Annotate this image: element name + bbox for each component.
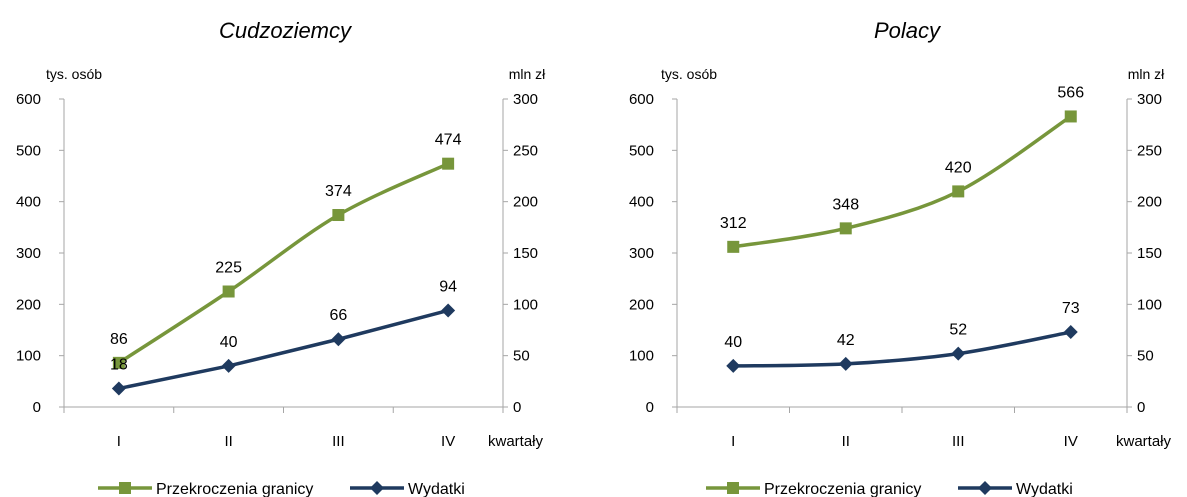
y-axis-left-label: tys. osób bbox=[46, 66, 102, 82]
data-point-square bbox=[952, 185, 965, 198]
data-point-square bbox=[222, 285, 235, 298]
y-left-tick-label: 0 bbox=[33, 399, 41, 416]
data-point-diamond bbox=[111, 381, 126, 396]
y-left-tick-label: 0 bbox=[646, 399, 654, 416]
y-right-tick-label: 200 bbox=[1137, 194, 1162, 211]
y-right-tick-label: 50 bbox=[513, 348, 530, 365]
x-axis-label: kwartały bbox=[488, 433, 544, 450]
y-right-tick-label: 300 bbox=[513, 91, 538, 108]
data-point-square bbox=[442, 157, 455, 170]
series-border-crossings: 312 348 420 566 bbox=[720, 84, 1084, 253]
y-axis-left-label: tys. osób bbox=[661, 66, 717, 82]
y-left-tick-label: 600 bbox=[629, 91, 654, 108]
y-right-tick-label: 250 bbox=[513, 142, 538, 159]
x-tick-label: IV bbox=[441, 433, 455, 450]
data-label: 40 bbox=[220, 334, 238, 351]
legend-marker-diamond bbox=[370, 481, 384, 495]
y-right-tick-label: 150 bbox=[513, 245, 538, 262]
data-point-square bbox=[727, 240, 740, 253]
legend-label: Przekroczenia granicy bbox=[156, 481, 313, 497]
data-point-diamond bbox=[331, 332, 346, 347]
data-label: 18 bbox=[110, 357, 128, 374]
data-label: 86 bbox=[110, 331, 128, 348]
legend-marker-diamond bbox=[978, 481, 992, 495]
legend-marker-square bbox=[727, 482, 739, 494]
data-label: 420 bbox=[945, 159, 972, 176]
y-left-tick-label: 100 bbox=[629, 348, 654, 365]
legend: Przekroczenia granicy Wydatki bbox=[98, 481, 465, 497]
y-left-tick-label: 200 bbox=[629, 296, 654, 313]
x-tick-label: IV bbox=[1064, 433, 1078, 450]
legend: Przekroczenia granicy Wydatki bbox=[706, 481, 1073, 497]
series-line bbox=[733, 330, 1072, 368]
y-left-tick-label: 500 bbox=[16, 142, 41, 159]
data-label: 94 bbox=[439, 278, 457, 295]
data-label: 374 bbox=[325, 183, 352, 200]
y-right-tick-label: 100 bbox=[513, 296, 538, 313]
x-tick-label: II bbox=[224, 433, 232, 450]
y-right-tick-label: 0 bbox=[1137, 399, 1145, 416]
data-label: 40 bbox=[724, 334, 742, 351]
data-label: 312 bbox=[720, 215, 747, 232]
chart-panel-2: Polacy tys. osób mln zł kwartały 0 100 200 300 4… bbox=[629, 18, 1172, 497]
data-label: 52 bbox=[949, 322, 967, 339]
y-axis-right-label: mln zł bbox=[1128, 66, 1165, 82]
data-point-diamond bbox=[1063, 325, 1078, 340]
data-point-square bbox=[112, 356, 125, 369]
x-tick-label: III bbox=[952, 433, 965, 450]
series-line bbox=[117, 162, 449, 365]
chart-title: Cudzoziemcy bbox=[219, 18, 353, 43]
y-right-tick-label: 50 bbox=[1137, 348, 1154, 365]
y-right-tick-label: 150 bbox=[1137, 245, 1162, 262]
series-line bbox=[732, 114, 1072, 249]
y-left-tick-label: 300 bbox=[629, 245, 654, 262]
legend-label: Wydatki bbox=[1016, 481, 1073, 497]
chart-panel-1: Cudzoziemcy tys. osób mln zł kwartały 0 100 20… bbox=[16, 18, 546, 497]
data-label: 42 bbox=[837, 332, 855, 349]
y-right-tick-label: 200 bbox=[513, 194, 538, 211]
data-point-diamond bbox=[726, 358, 741, 373]
y-right-tick-label: 100 bbox=[1137, 296, 1162, 313]
data-label: 566 bbox=[1057, 84, 1084, 101]
series-expenditures: 18 40 66 94 bbox=[110, 278, 457, 396]
y-right-tick-label: 0 bbox=[513, 399, 521, 416]
data-point-diamond bbox=[838, 356, 853, 371]
data-label: 474 bbox=[435, 132, 462, 149]
y-left-tick-label: 100 bbox=[16, 348, 41, 365]
y-right-tick-label: 250 bbox=[1137, 142, 1162, 159]
series-line bbox=[118, 308, 449, 391]
data-point-diamond bbox=[221, 358, 236, 373]
x-axis-label: kwartały bbox=[1116, 433, 1172, 450]
data-label: 225 bbox=[215, 260, 242, 277]
data-point-diamond bbox=[951, 346, 966, 361]
legend-marker-square bbox=[119, 482, 131, 494]
y-left-tick-label: 500 bbox=[629, 142, 654, 159]
series-expenditures: 40 42 52 73 bbox=[724, 300, 1080, 373]
x-tick-label: III bbox=[332, 433, 345, 450]
legend-label: Wydatki bbox=[408, 481, 465, 497]
data-point-square bbox=[839, 222, 852, 235]
chart-title: Polacy bbox=[874, 18, 942, 43]
data-point-square bbox=[332, 209, 345, 222]
y-right-tick-label: 300 bbox=[1137, 91, 1162, 108]
data-label: 66 bbox=[329, 307, 347, 324]
data-label: 348 bbox=[832, 196, 859, 213]
data-label: 73 bbox=[1062, 300, 1080, 317]
y-left-tick-label: 300 bbox=[16, 245, 41, 262]
data-point-diamond bbox=[441, 303, 456, 318]
data-point-square bbox=[1064, 110, 1077, 123]
legend-label: Przekroczenia granicy bbox=[764, 481, 921, 497]
x-tick-label: I bbox=[117, 433, 121, 450]
y-axis-right-label: mln zł bbox=[509, 66, 546, 82]
series-border-crossings: 86 225 374 474 bbox=[110, 132, 462, 369]
x-tick-label: I bbox=[731, 433, 735, 450]
y-left-tick-label: 600 bbox=[16, 91, 41, 108]
y-left-tick-label: 400 bbox=[16, 194, 41, 211]
y-left-tick-label: 400 bbox=[629, 194, 654, 211]
x-tick-label: II bbox=[842, 433, 850, 450]
y-left-tick-label: 200 bbox=[16, 296, 41, 313]
